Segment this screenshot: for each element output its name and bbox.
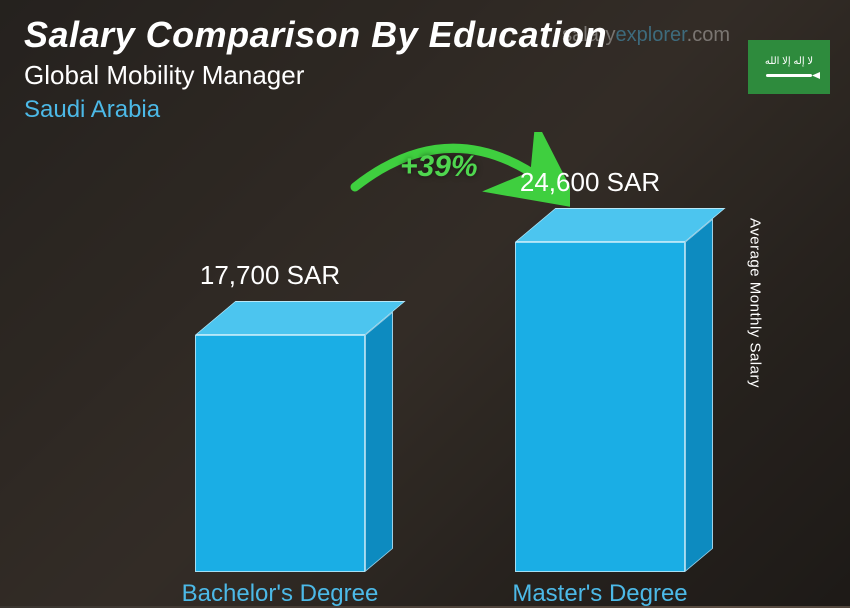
bar-value-1: 24,600 SAR <box>460 167 720 198</box>
chart-area: +39% 17,700 SAR Bachelor's Degree 24,600… <box>60 132 790 572</box>
chart-country: Saudi Arabia <box>24 96 160 124</box>
chart-title: Salary Comparison By Education <box>24 14 607 56</box>
bar-side-1 <box>685 219 713 572</box>
watermark-text: salaryexplorer.com <box>562 24 730 47</box>
watermark-prefix: salary <box>562 24 615 46</box>
bar-label-1: Master's Degree <box>460 580 740 608</box>
bar-front-1 <box>515 242 685 572</box>
chart-subtitle: Global Mobility Manager <box>24 60 304 91</box>
bar-front-0 <box>195 335 365 572</box>
bar-value-0: 17,700 SAR <box>140 260 400 291</box>
content-layer: Salary Comparison By Education Global Mo… <box>0 0 850 606</box>
country-flag-icon: لا إله إلا الله <box>748 40 830 94</box>
svg-text:لا إله إلا الله: لا إله إلا الله <box>765 56 813 67</box>
watermark-suffix: .com <box>687 24 730 46</box>
bar-side-0 <box>365 312 393 572</box>
bar-label-0: Bachelor's Degree <box>140 580 420 608</box>
watermark-accent: explorer <box>616 24 687 46</box>
